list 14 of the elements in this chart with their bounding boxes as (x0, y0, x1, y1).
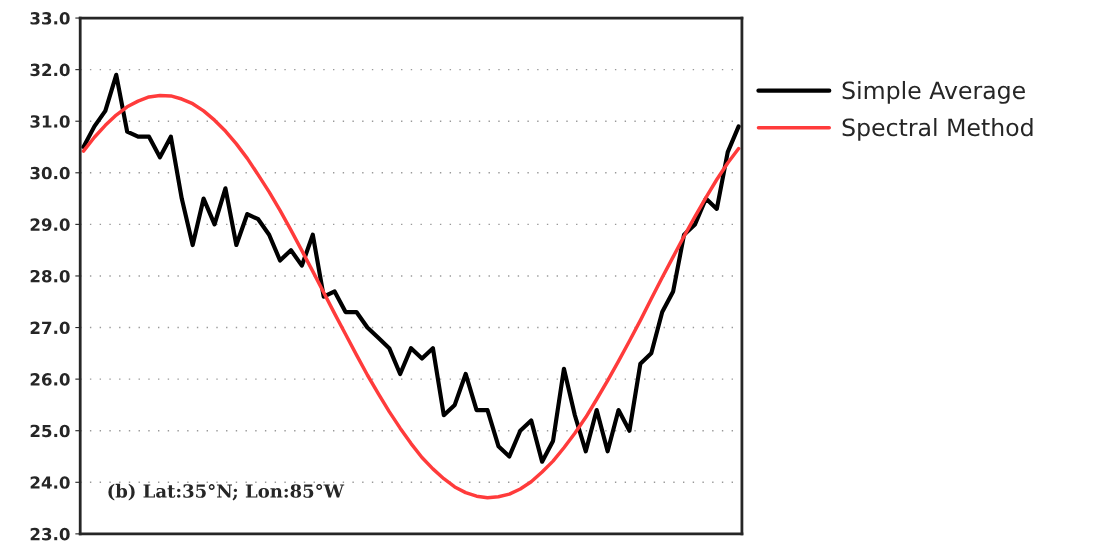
y-tick-label: 32.0 (30, 63, 70, 77)
y-tick-label: 23.0 (30, 527, 70, 541)
y-tick-label: 31.0 (30, 115, 70, 128)
y-tick-label: 30.0 (30, 166, 70, 180)
y-tick-label: 33.0 (30, 12, 70, 25)
y-tick-label: 27.0 (30, 321, 70, 335)
y-tick-label: 24.0 (30, 476, 70, 489)
y-tick-label: 25.0 (30, 424, 70, 438)
legend-label: Spectral Method (842, 117, 1033, 141)
y-tick-label: 29.0 (30, 218, 70, 231)
y-tick-label: 26.0 (30, 373, 70, 386)
legend-label: Simple Average (842, 80, 1025, 104)
y-tick-label: 28.0 (30, 269, 70, 283)
annotation: (b) Lat:35°N; Lon:85°W (108, 483, 345, 501)
